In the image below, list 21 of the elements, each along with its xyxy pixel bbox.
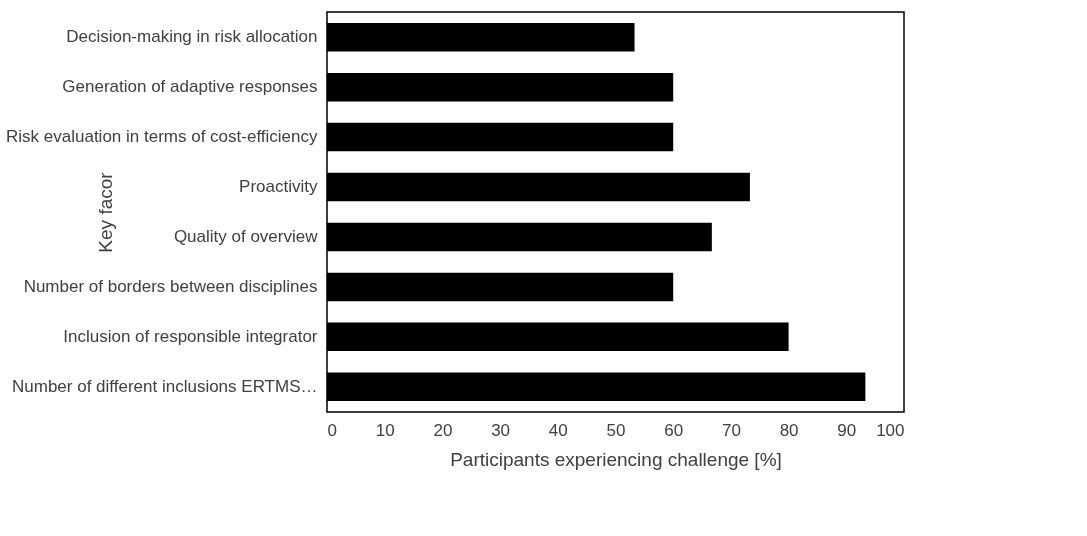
- x-tick-label: 100: [876, 420, 905, 440]
- y-tick-label: Quality of overview: [173, 226, 319, 246]
- x-tick-label: 10: [375, 420, 395, 440]
- x-tick-label: 30: [491, 420, 511, 440]
- y-tick-label: Risk evaluation in terms of cost-efficiency: [6, 127, 318, 147]
- x-tick-label: 50: [606, 420, 626, 440]
- x-tick-label: 0: [327, 420, 337, 440]
- y-axis-title: Key facor: [94, 171, 116, 253]
- x-tick-label: 70: [721, 420, 741, 440]
- x-tick-label: 80: [779, 420, 799, 440]
- y-tick-label: Number of borders between disciplines: [23, 276, 318, 296]
- y-tick-label: Proactivity: [239, 177, 318, 197]
- y-tick-label: Number of different inclusions ERTMS…: [12, 376, 318, 396]
- x-tick-label: 20: [433, 420, 453, 440]
- y-tick-label: Generation of adaptive responses: [62, 77, 318, 97]
- y-tick-label: Decision-making in risk allocation: [66, 27, 318, 47]
- x-tick-label: 40: [548, 420, 568, 440]
- y-tick-label: Inclusion of responsible integrator: [63, 326, 318, 346]
- x-tick-label: 90: [837, 420, 857, 440]
- x-tick-label: 60: [664, 420, 684, 440]
- x-axis-title: Participants experiencing challenge [%]: [450, 448, 782, 470]
